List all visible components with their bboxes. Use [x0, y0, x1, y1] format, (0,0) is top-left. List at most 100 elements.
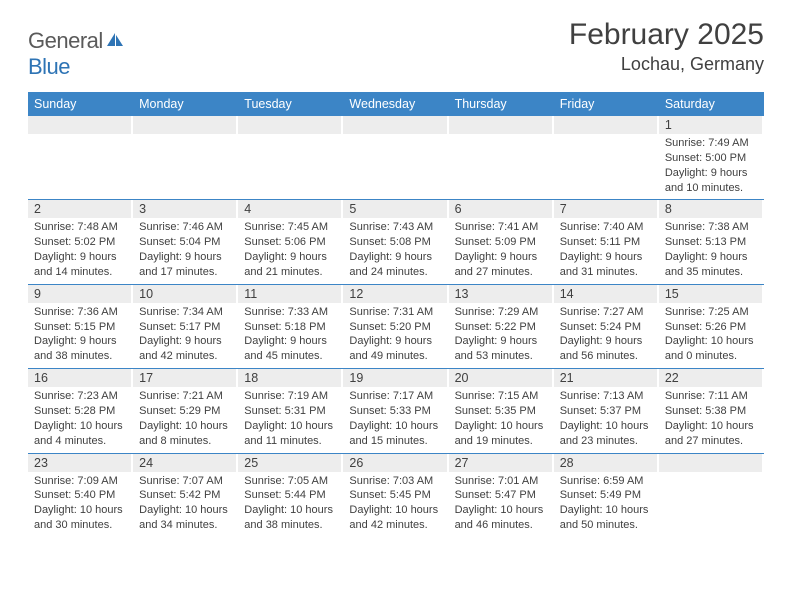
day-content: Sunrise: 7:31 AMSunset: 5:20 PMDaylight:… [343, 305, 446, 364]
day-cell: 7 Sunrise: 7:40 AMSunset: 5:11 PMDaylight… [554, 200, 659, 283]
day-number: 2 [28, 200, 131, 218]
day-content: Sunrise: 7:17 AMSunset: 5:33 PMDaylight:… [343, 389, 446, 448]
weekday-header: Sunday [28, 92, 133, 116]
day-number: 23 [28, 454, 131, 472]
weekday-header: Friday [554, 92, 659, 116]
day-number: . [449, 116, 552, 134]
day-cell: 22Sunrise: 7:11 AMSunset: 5:38 PMDayligh… [659, 369, 764, 452]
day-number: 20 [449, 369, 552, 387]
day-cell: 27 Sunrise: 7:01 AMSunset: 5:47 PMDayligh… [449, 454, 554, 537]
day-cell: . [343, 116, 448, 199]
day-content: Sunrise: 7:40 AMSunset: 5:11 PMDaylight:… [554, 220, 657, 279]
day-number: 7 [554, 200, 657, 218]
day-content: Sunrise: 7:46 AMSunset: 5:04 PMDaylight:… [133, 220, 236, 279]
day-number: . [343, 116, 446, 134]
day-number: 19 [343, 369, 446, 387]
week-row: 16 Sunrise: 7:23 AMSunset: 5:28 PMDayligh… [28, 369, 764, 453]
day-content: Sunrise: 7:48 AMSunset: 5:02 PMDaylight:… [28, 220, 131, 279]
day-cell: 8 Sunrise: 7:38 AMSunset: 5:13 PMDaylight… [659, 200, 764, 283]
day-number: 18 [238, 369, 341, 387]
day-cell: 12Sunrise: 7:31 AMSunset: 5:20 PMDayligh… [343, 285, 448, 368]
day-cell: 19 Sunrise: 7:17 AMSunset: 5:33 PMDayligh… [343, 369, 448, 452]
day-cell: 2 Sunrise: 7:48 AMSunset: 5:02 PMDaylight… [28, 200, 133, 283]
day-number: . [133, 116, 236, 134]
day-content: Sunrise: 7:21 AMSunset: 5:29 PMDaylight:… [133, 389, 236, 448]
day-number: 6 [449, 200, 552, 218]
calendar: SundayMondayTuesdayWednesdayThursdayFrid… [28, 92, 764, 537]
weekday-header: Monday [133, 92, 238, 116]
day-number: 17 [133, 369, 236, 387]
day-cell: . [28, 116, 133, 199]
day-number: 25 [238, 454, 341, 472]
day-cell: 25 Sunrise: 7:05 AMSunset: 5:44 PMDayligh… [238, 454, 343, 537]
day-number: 5 [343, 200, 446, 218]
day-cell: . [133, 116, 238, 199]
week-row: 2 Sunrise: 7:48 AMSunset: 5:02 PMDaylight… [28, 200, 764, 284]
day-cell: 26 Sunrise: 7:03 AMSunset: 5:45 PMDayligh… [343, 454, 448, 537]
day-cell: 4 Sunrise: 7:45 AMSunset: 5:06 PMDaylight… [238, 200, 343, 283]
day-cell: 21 Sunrise: 7:13 AMSunset: 5:37 PMDayligh… [554, 369, 659, 452]
header-row: General Blue February 2025 Lochau, Germa… [28, 18, 764, 80]
day-number: 16 [28, 369, 131, 387]
day-number: 9 [28, 285, 131, 303]
weekday-header: Tuesday [238, 92, 343, 116]
sail-icon [105, 32, 125, 48]
day-content: Sunrise: 7:05 AMSunset: 5:44 PMDaylight:… [238, 474, 341, 533]
day-number: 14 [554, 285, 657, 303]
day-content: Sunrise: 7:36 AMSunset: 5:15 PMDaylight:… [28, 305, 131, 364]
calendar-weeks: ......1Sunrise: 7:49 AMSunset: 5:00 PMDa… [28, 116, 764, 537]
day-number: 11 [238, 285, 341, 303]
logo-text-general: General [28, 28, 103, 53]
day-cell: 17 Sunrise: 7:21 AMSunset: 5:29 PMDayligh… [133, 369, 238, 452]
week-row: ......1Sunrise: 7:49 AMSunset: 5:00 PMDa… [28, 116, 764, 200]
day-number: . [238, 116, 341, 134]
day-number: 13 [449, 285, 552, 303]
day-content: Sunrise: 7:49 AMSunset: 5:00 PMDaylight:… [659, 136, 762, 195]
day-cell: 10Sunrise: 7:34 AMSunset: 5:17 PMDayligh… [133, 285, 238, 368]
day-content: Sunrise: 7:19 AMSunset: 5:31 PMDaylight:… [238, 389, 341, 448]
day-content: Sunrise: 7:45 AMSunset: 5:06 PMDaylight:… [238, 220, 341, 279]
day-content: Sunrise: 7:13 AMSunset: 5:37 PMDaylight:… [554, 389, 657, 448]
weekday-header: Saturday [659, 92, 764, 116]
day-cell: 16 Sunrise: 7:23 AMSunset: 5:28 PMDayligh… [28, 369, 133, 452]
logo-text-blue: Blue [28, 54, 70, 79]
day-number: 8 [659, 200, 762, 218]
day-cell: 13Sunrise: 7:29 AMSunset: 5:22 PMDayligh… [449, 285, 554, 368]
day-number: 24 [133, 454, 236, 472]
day-number: 27 [449, 454, 552, 472]
day-number: 26 [343, 454, 446, 472]
day-cell: 11Sunrise: 7:33 AMSunset: 5:18 PMDayligh… [238, 285, 343, 368]
day-number: 10 [133, 285, 236, 303]
day-content: Sunrise: 7:23 AMSunset: 5:28 PMDaylight:… [28, 389, 131, 448]
week-row: 23 Sunrise: 7:09 AMSunset: 5:40 PMDayligh… [28, 454, 764, 537]
day-content: Sunrise: 6:59 AMSunset: 5:49 PMDaylight:… [554, 474, 657, 533]
day-content: Sunrise: 7:41 AMSunset: 5:09 PMDaylight:… [449, 220, 552, 279]
day-number: 21 [554, 369, 657, 387]
day-cell: 23 Sunrise: 7:09 AMSunset: 5:40 PMDayligh… [28, 454, 133, 537]
day-content: Sunrise: 7:03 AMSunset: 5:45 PMDaylight:… [343, 474, 446, 533]
day-number: 22 [659, 369, 762, 387]
day-cell: 15Sunrise: 7:25 AMSunset: 5:26 PMDayligh… [659, 285, 764, 368]
day-number: . [659, 454, 762, 472]
day-cell: 14Sunrise: 7:27 AMSunset: 5:24 PMDayligh… [554, 285, 659, 368]
day-cell: 6 Sunrise: 7:41 AMSunset: 5:09 PMDaylight… [449, 200, 554, 283]
logo: General Blue [28, 18, 125, 80]
day-number: 4 [238, 200, 341, 218]
day-cell: 20Sunrise: 7:15 AMSunset: 5:35 PMDayligh… [449, 369, 554, 452]
weekday-header: Thursday [449, 92, 554, 116]
day-cell: 24Sunrise: 7:07 AMSunset: 5:42 PMDayligh… [133, 454, 238, 537]
day-cell: . [449, 116, 554, 199]
day-cell: . [554, 116, 659, 199]
day-content: Sunrise: 7:38 AMSunset: 5:13 PMDaylight:… [659, 220, 762, 279]
day-content: Sunrise: 7:01 AMSunset: 5:47 PMDaylight:… [449, 474, 552, 533]
week-row: 9 Sunrise: 7:36 AMSunset: 5:15 PMDaylight… [28, 285, 764, 369]
day-cell: . [659, 454, 764, 537]
day-number: 1 [659, 116, 762, 134]
day-content: Sunrise: 7:09 AMSunset: 5:40 PMDaylight:… [28, 474, 131, 533]
day-cell: 18 Sunrise: 7:19 AMSunset: 5:31 PMDayligh… [238, 369, 343, 452]
day-number: . [554, 116, 657, 134]
day-number: . [28, 116, 131, 134]
day-content: Sunrise: 7:25 AMSunset: 5:26 PMDaylight:… [659, 305, 762, 364]
day-cell: 3Sunrise: 7:46 AMSunset: 5:04 PMDaylight… [133, 200, 238, 283]
day-content: Sunrise: 7:43 AMSunset: 5:08 PMDaylight:… [343, 220, 446, 279]
